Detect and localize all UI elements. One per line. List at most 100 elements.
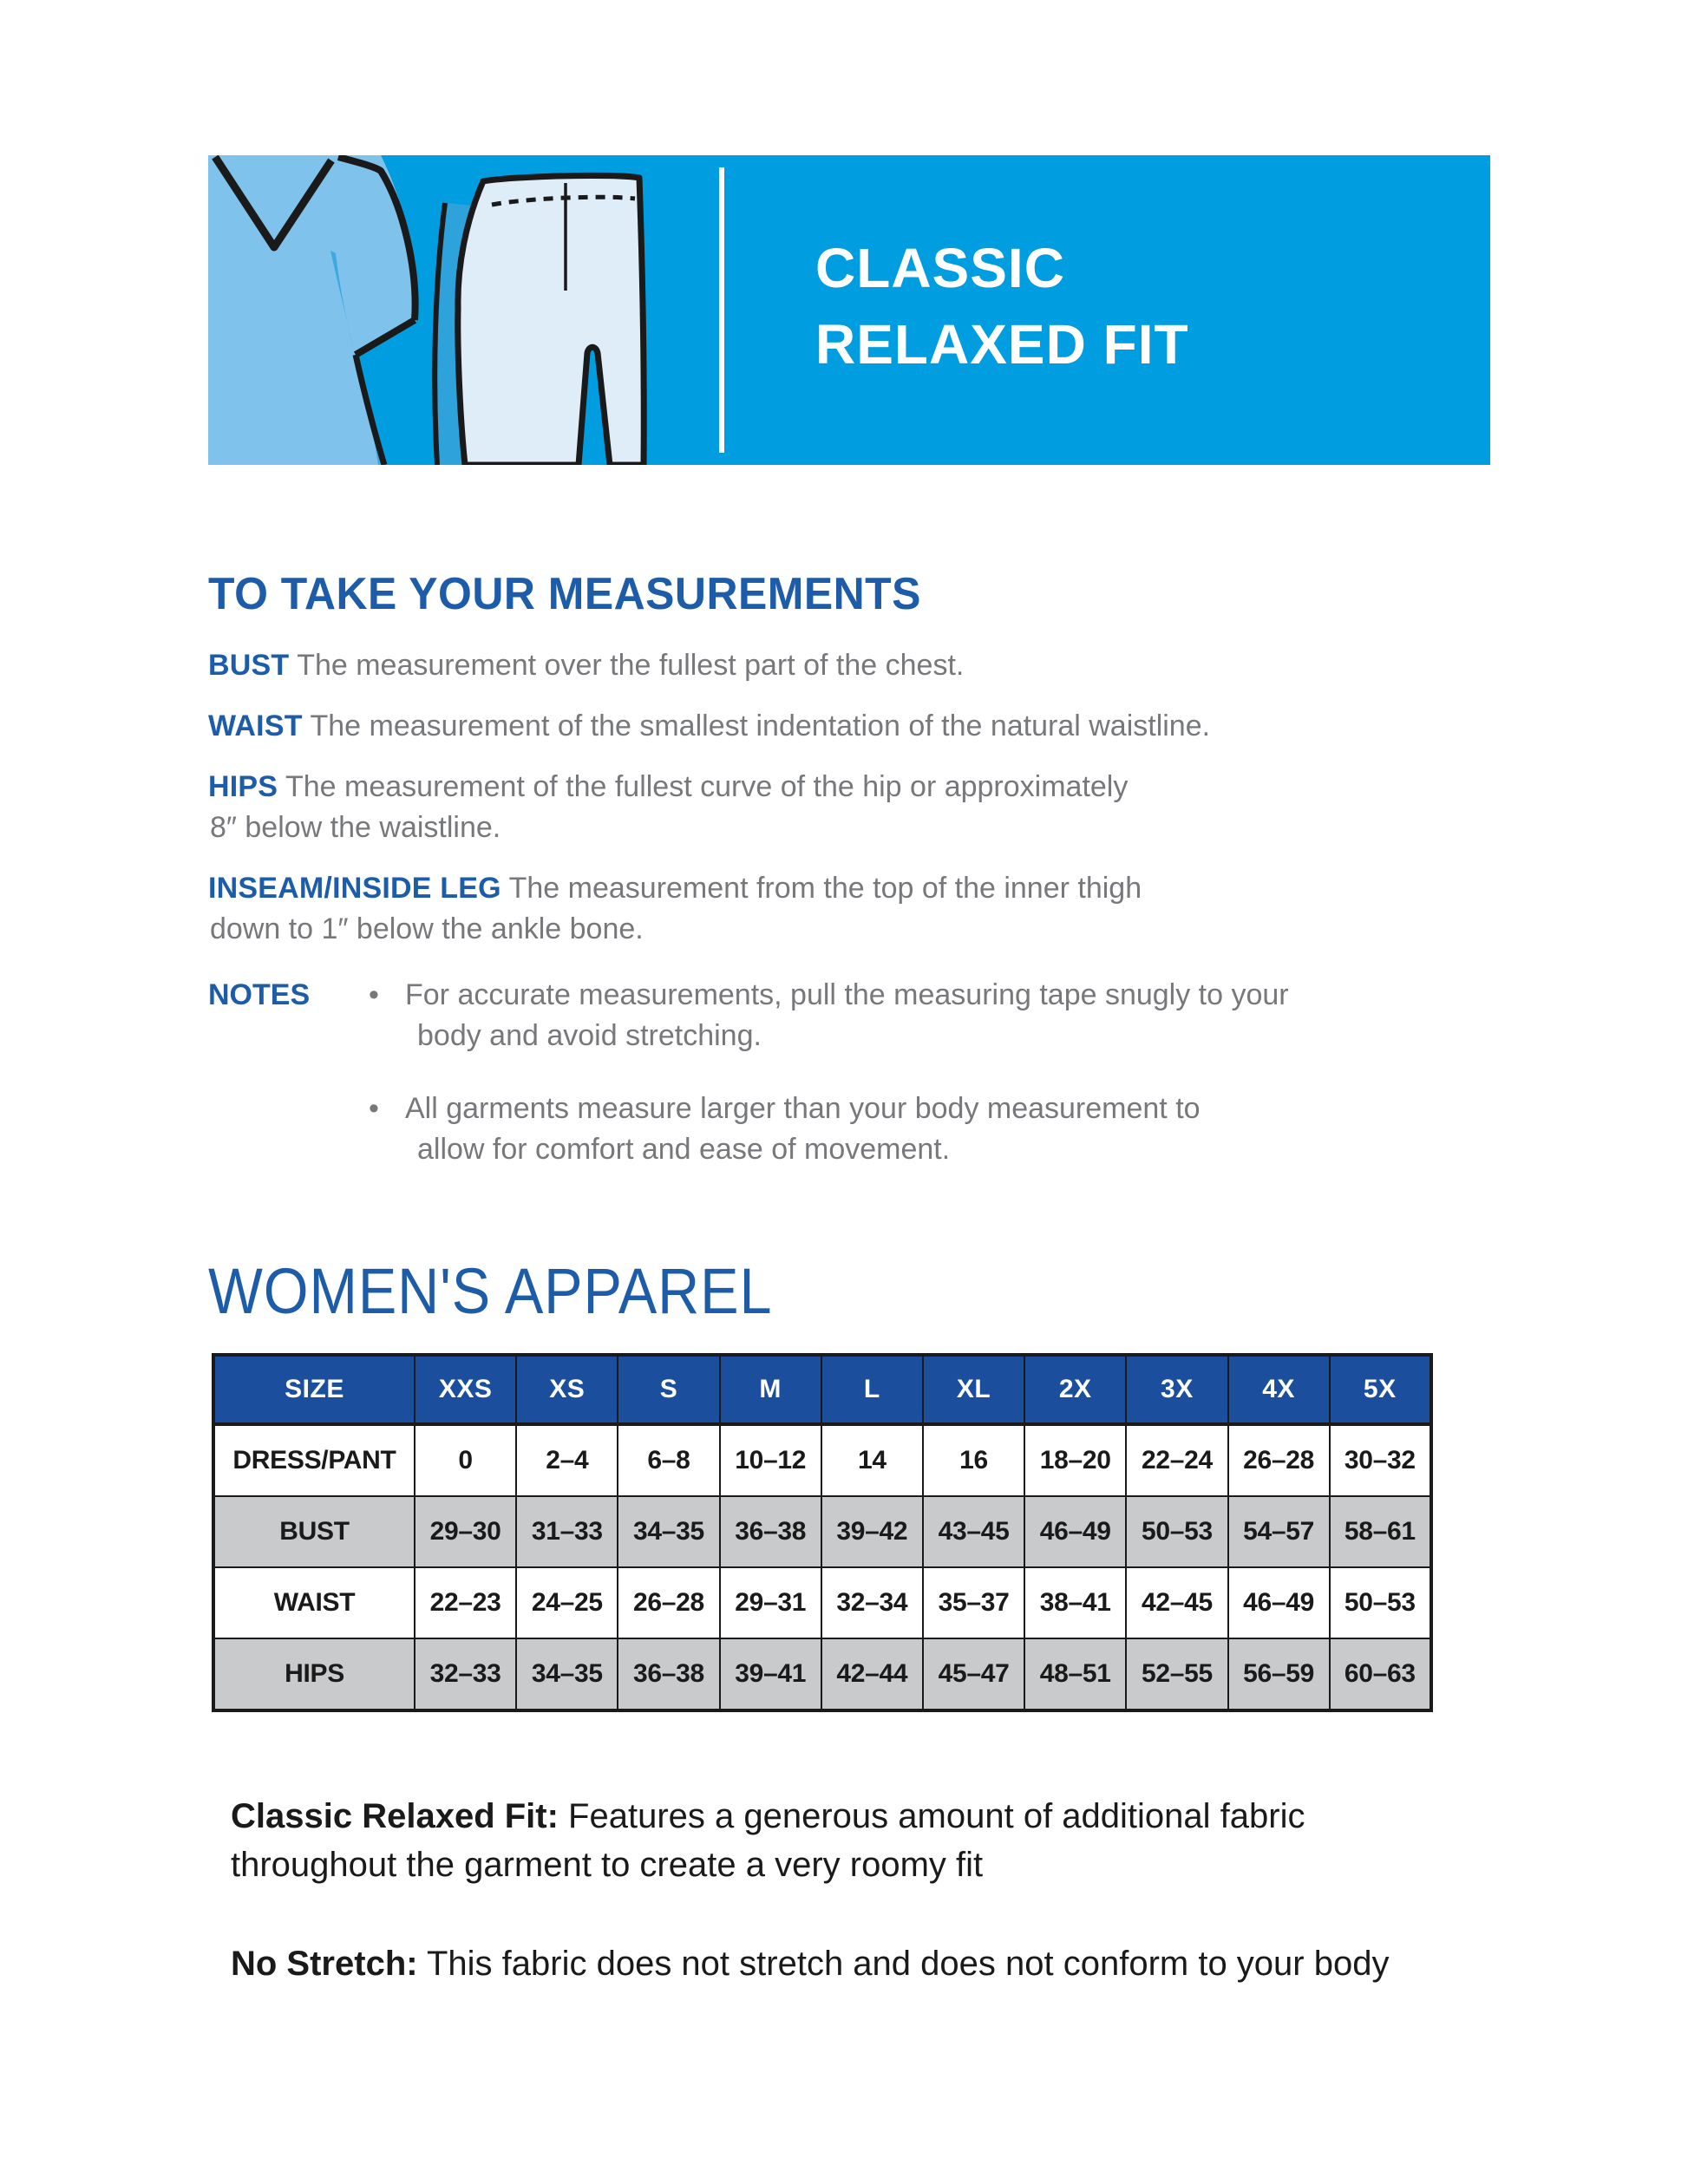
size-value-cell: 30–32 <box>1328 1423 1432 1497</box>
row-label: DRESS/PANT <box>213 1423 415 1497</box>
size-column-header: 4X <box>1227 1354 1331 1426</box>
size-value-cell: 29–31 <box>718 1566 822 1639</box>
bullet-dot-icon: • <box>369 978 379 1011</box>
banner-title-line2: RELAXED FIT <box>815 313 1189 376</box>
size-value-cell: 42–45 <box>1125 1566 1229 1639</box>
measurement-item: INSEAM/INSIDE LEG The measurement from t… <box>208 868 1631 950</box>
size-value-cell: 22–24 <box>1125 1423 1229 1497</box>
size-value-cell: 48–51 <box>1024 1638 1128 1711</box>
row-label: BUST <box>213 1495 415 1568</box>
measurement-label: WAIST <box>208 709 303 742</box>
size-value-cell: 24–25 <box>515 1566 619 1639</box>
measurements-heading: TO TAKE YOUR MEASUREMENTS <box>208 569 921 619</box>
measurement-item: HIPS The measurement of the fullest curv… <box>208 767 1631 848</box>
bullet-line1: For accurate measurements, pull the meas… <box>405 978 1289 1011</box>
size-column-header: 5X <box>1328 1354 1432 1426</box>
size-value-cell: 46–49 <box>1227 1566 1331 1639</box>
size-chart-row: DRESS/PANT 0 2–4 6–8 10–12 14 16 18–20 22–24 26–2… <box>213 1423 1432 1497</box>
measurement-item: BUST The measurement over the fullest pa… <box>208 645 1631 686</box>
size-value-cell: 39–41 <box>718 1638 822 1711</box>
measurement-text: The measurement of the smallest indentat… <box>302 709 1211 742</box>
size-value-cell: 45–47 <box>921 1638 1026 1711</box>
measurement-text-line2: 8″ below the waistline. <box>210 811 501 844</box>
size-value-cell: 2–4 <box>515 1423 619 1497</box>
size-chart-header-row: SIZE XXS XS S M L XL 2X 3X 4X 5X <box>213 1354 1432 1426</box>
size-value-cell: 29–30 <box>413 1495 518 1568</box>
bullet-line2: allow for comfort and ease of movement. <box>417 1133 951 1166</box>
size-column-header: 2X <box>1024 1354 1128 1426</box>
size-value-cell: 46–49 <box>1024 1495 1128 1568</box>
bullet-line1: All garments measure larger than your bo… <box>405 1092 1201 1125</box>
measurement-label: BUST <box>208 649 290 682</box>
size-value-cell: 60–63 <box>1328 1638 1432 1711</box>
banner-title: CLASSIC RELAXED FIT <box>815 230 1189 383</box>
size-value-cell: 26–28 <box>617 1566 721 1639</box>
row-label: HIPS <box>213 1638 415 1711</box>
size-value-cell: 22–23 <box>413 1566 518 1639</box>
size-column-header: XXS <box>413 1354 518 1426</box>
size-value-cell: 38–41 <box>1024 1566 1128 1639</box>
size-value-cell: 26–28 <box>1227 1423 1331 1497</box>
size-value-cell: 50–53 <box>1328 1566 1432 1639</box>
footnotes: Classic Relaxed Fit: Features a generous… <box>231 1792 1584 1988</box>
footnote-text: Features a generous amount of additional… <box>558 1797 1305 1835</box>
footnote-label: Classic Relaxed Fit: <box>231 1797 559 1835</box>
banner: CLASSIC RELAXED FIT <box>208 155 1490 465</box>
size-value-cell: 54–57 <box>1227 1495 1331 1568</box>
size-value-cell: 18–20 <box>1024 1423 1128 1497</box>
measurement-label: INSEAM/INSIDE LEG <box>208 872 501 905</box>
size-chart-row: HIPS 32–33 34–35 36–38 39–41 42–44 45–47 48–51 5… <box>213 1638 1432 1711</box>
size-value-cell: 39–42 <box>820 1495 924 1568</box>
size-value-cell: 56–59 <box>1227 1638 1331 1711</box>
row-label: WAIST <box>213 1566 415 1639</box>
notes-bullet: • All garments measure larger than your b… <box>369 1089 1631 1170</box>
size-chart-row: BUST 29–30 31–33 34–35 36–38 39–42 43–45 46–49 5… <box>213 1495 1432 1568</box>
size-column-header: SIZE <box>213 1354 415 1426</box>
measurement-text: The measurement of the fullest curve of … <box>278 770 1129 803</box>
size-value-cell: 42–44 <box>820 1638 924 1711</box>
size-value-cell: 58–61 <box>1328 1495 1432 1568</box>
size-value-cell: 50–53 <box>1125 1495 1229 1568</box>
footnote: No Stretch: This fabric does not stretch… <box>231 1939 1584 1988</box>
measurement-text: The measurement from the top of the inne… <box>501 872 1142 905</box>
notes-label: NOTES <box>208 978 311 1011</box>
size-value-cell: 52–55 <box>1125 1638 1229 1711</box>
bullet-text: For accurate measurements, pull the meas… <box>405 975 1289 1056</box>
pants-shape <box>455 172 647 465</box>
banner-title-line1: CLASSIC <box>815 237 1065 299</box>
size-value-cell: 10–12 <box>718 1423 822 1497</box>
notes-bullet: • For accurate measurements, pull the mea… <box>369 975 1631 1056</box>
measurement-text: The measurement over the fullest part of… <box>289 649 965 682</box>
banner-divider <box>719 167 724 453</box>
size-column-header: XL <box>921 1354 1026 1426</box>
notes-row: NOTES • For accurate measurements, pull t… <box>208 975 1631 1170</box>
size-value-cell: 36–38 <box>718 1495 822 1568</box>
footnote-label: No Stretch: <box>231 1945 418 1983</box>
size-value-cell: 31–33 <box>515 1495 619 1568</box>
size-chart-table: SIZE XXS XS S M L XL 2X 3X 4X 5X DRESS/PANT 0 2–4 6–8 1… <box>212 1353 1433 1712</box>
size-value-cell: 6–8 <box>617 1423 721 1497</box>
sleeve-hem-line <box>353 317 417 358</box>
size-value-cell: 34–35 <box>617 1495 721 1568</box>
measurement-text-line2: down to 1″ below the ankle bone. <box>210 912 644 945</box>
measurement-items: BUST The measurement over the fullest pa… <box>208 645 1631 950</box>
bullet-line2: body and avoid stretching. <box>417 1019 762 1052</box>
size-column-header: M <box>718 1354 822 1426</box>
size-value-cell: 14 <box>820 1423 924 1497</box>
size-column-header: 3X <box>1125 1354 1229 1426</box>
size-value-cell: 16 <box>921 1423 1026 1497</box>
size-column-header: L <box>820 1354 924 1426</box>
side-seam-line <box>352 354 388 465</box>
size-value-cell: 43–45 <box>921 1495 1026 1568</box>
size-chart-heading: WOMEN'S APPAREL <box>208 1255 773 1327</box>
bullet-text: All garments measure larger than your bo… <box>405 1089 1201 1170</box>
measurement-label: HIPS <box>208 770 278 803</box>
size-column-header: XS <box>515 1354 619 1426</box>
footnote-text-line2: throughout the garment to create a very … <box>231 1846 984 1884</box>
size-chart-row: WAIST 22–23 24–25 26–28 29–31 32–34 35–37 38–41… <box>213 1566 1432 1639</box>
size-value-cell: 36–38 <box>617 1638 721 1711</box>
bullet-dot-icon: • <box>369 1092 379 1125</box>
scrub-top-shape <box>208 155 416 465</box>
size-value-cell: 35–37 <box>921 1566 1026 1639</box>
notes-bullets: • For accurate measurements, pull the mea… <box>369 975 1631 1170</box>
